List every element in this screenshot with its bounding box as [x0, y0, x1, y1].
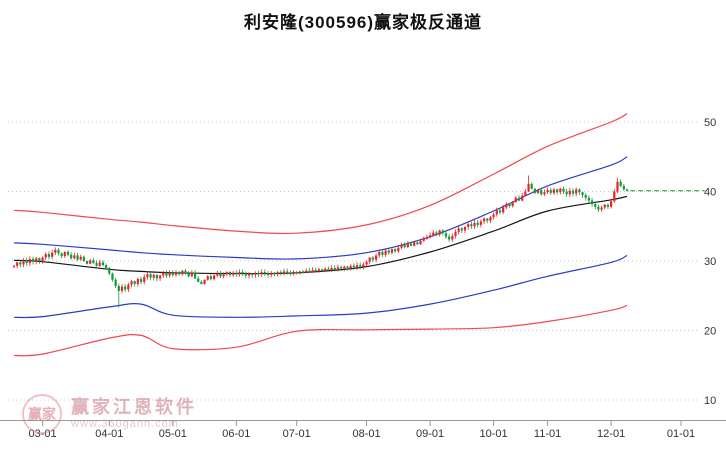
x-tick-label: 11-01	[534, 428, 561, 440]
winner-gann-logo-icon: 赢家	[22, 394, 62, 434]
middle-line	[13, 195, 628, 275]
svg-text:50: 50	[704, 117, 716, 129]
x-tick-label: 10-01	[480, 428, 508, 440]
x-tick-label: 05-01	[159, 428, 187, 440]
candles-layer	[12, 175, 629, 308]
x-tick-label: 06-01	[222, 428, 250, 440]
inner-lower-rail	[13, 254, 628, 319]
channel-lines-layer	[13, 113, 628, 357]
x-axis-layer: 03-01 04-01 05-01 06-01 07-01 08-01 09-01 10-01…	[0, 420, 726, 440]
chart-title: 利安隆(300596)赢家极反通道	[243, 13, 483, 32]
svg-text:10: 10	[704, 395, 716, 407]
outer-lower-rail	[13, 304, 628, 357]
x-tick-label: 04-01	[95, 428, 123, 440]
inner-upper-rail	[13, 156, 628, 260]
x-tick-label: 01-01	[667, 428, 695, 440]
x-tick-label: 12-01	[597, 428, 625, 440]
x-tick-label: 07-01	[283, 428, 311, 440]
logo-text: 赢家	[28, 406, 56, 422]
svg-text:40: 40	[704, 187, 716, 199]
watermark: 赢家 赢家江恩软件 www.360gann.com	[22, 394, 197, 434]
watermark-url: www.360gann.com	[71, 418, 179, 431]
watermark-text: 赢家江恩软件 www.360gann.com	[71, 396, 197, 432]
watermark-brand: 赢家江恩软件	[71, 396, 197, 417]
x-tick-label: 09-01	[416, 428, 444, 440]
svg-text:30: 30	[704, 256, 716, 268]
svg-text:20: 20	[704, 326, 716, 338]
x-tick-label: 08-01	[352, 428, 380, 440]
grid-layer: 10 20 30 40 50	[8, 117, 716, 407]
outer-upper-rail	[13, 113, 628, 235]
